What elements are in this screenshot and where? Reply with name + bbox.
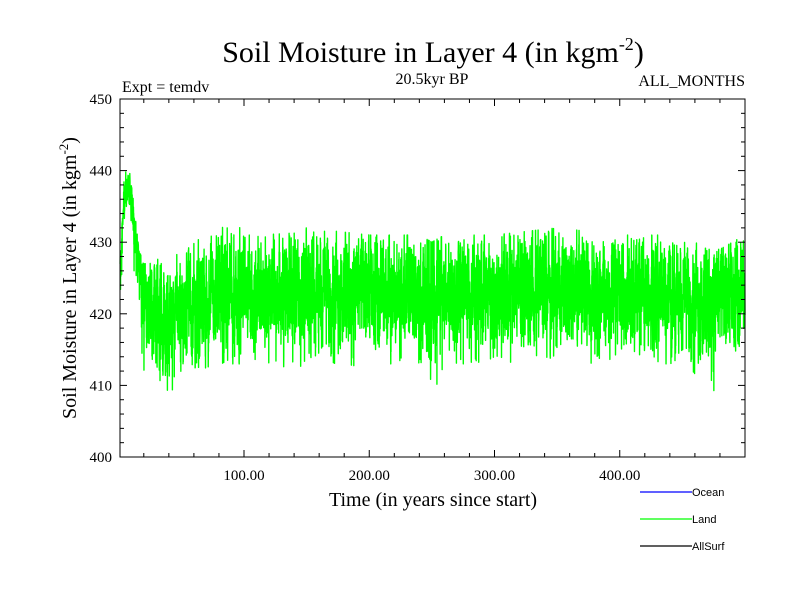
legend-label-ocean: Ocean <box>692 487 724 499</box>
series-line-land <box>119 171 746 392</box>
axis-layer: 100.00 200.00 300.00 400.00 400 410 420 430 440 4… <box>90 92 745 484</box>
x-tick-label: 300.00 <box>474 468 515 484</box>
x-axis-label: Time (in years since start) <box>329 489 537 511</box>
plot-frame <box>119 98 746 458</box>
period-label: 20.5kyr BP <box>396 71 469 88</box>
chart-title: Soil Moisture in Layer 4 (in kgm-2) <box>222 34 644 69</box>
y-tick-label: 410 <box>90 378 113 394</box>
x-tick-label: 100.00 <box>223 468 264 484</box>
y-tick-label: 440 <box>90 164 113 180</box>
y-tick-label: 430 <box>90 235 113 251</box>
x-tick-label: 200.00 <box>349 468 390 484</box>
y-axis-label: Soil Moisture in Layer 4 (in kgm-2) <box>56 137 81 419</box>
x-tick-label: 400.00 <box>599 468 640 484</box>
months-label: ALL_MONTHS <box>638 73 745 90</box>
y-tick-label: 420 <box>90 307 113 323</box>
legend-label-land: Land <box>692 514 716 526</box>
legend: Ocean Land AllSurf <box>640 487 725 553</box>
legend-label-allsurf: AllSurf <box>692 541 725 553</box>
y-tick-label: 400 <box>90 450 113 466</box>
y-tick-label: 450 <box>90 92 113 108</box>
series-layer <box>119 171 746 392</box>
experiment-label: Expt = temdv <box>122 79 209 96</box>
